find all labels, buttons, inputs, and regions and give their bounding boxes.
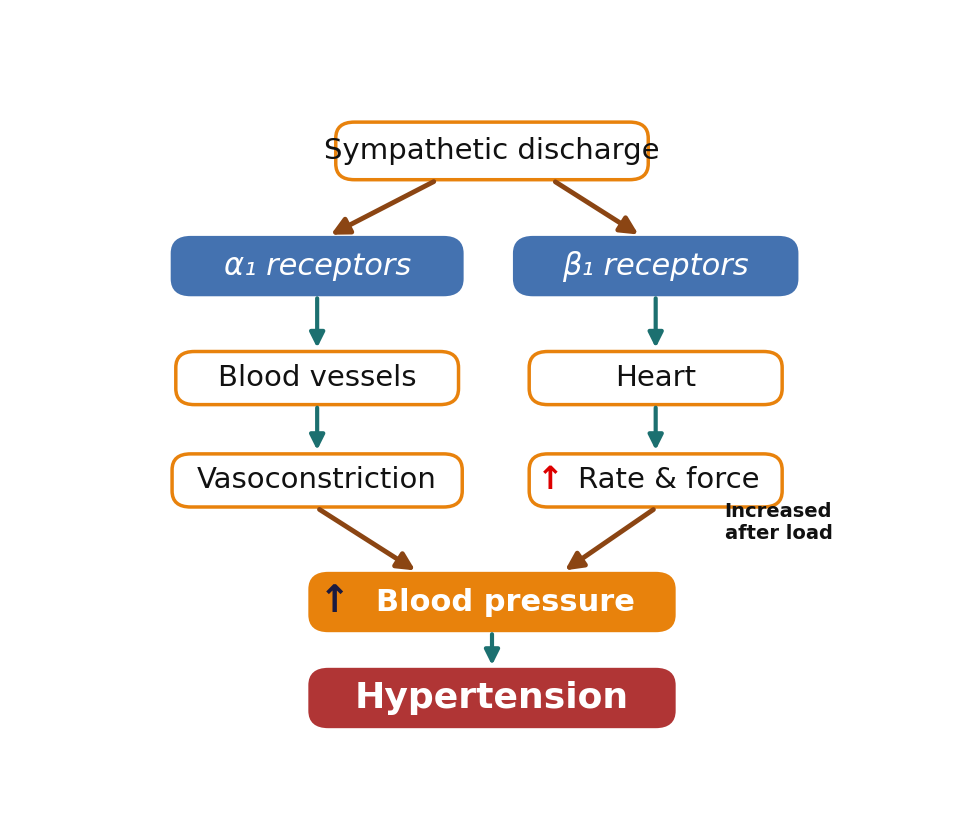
FancyBboxPatch shape [529,454,782,507]
FancyBboxPatch shape [172,238,463,295]
FancyBboxPatch shape [529,352,782,405]
Text: Blood vessels: Blood vessels [218,364,417,392]
Text: Hypertension: Hypertension [355,681,629,715]
Text: Vasoconstriction: Vasoconstriction [197,466,437,494]
FancyBboxPatch shape [310,573,674,631]
Text: Rate & force: Rate & force [578,466,759,494]
Text: Blood pressure: Blood pressure [376,588,635,617]
FancyBboxPatch shape [515,238,797,295]
Text: Heart: Heart [615,364,696,392]
FancyBboxPatch shape [336,122,648,179]
Text: Increased
after load: Increased after load [725,502,832,543]
FancyBboxPatch shape [176,352,459,405]
Text: α₁ receptors: α₁ receptors [224,252,411,281]
Text: Sympathetic discharge: Sympathetic discharge [324,137,660,165]
Text: β₁ receptors: β₁ receptors [563,251,749,282]
FancyBboxPatch shape [310,669,674,727]
Text: ↑: ↑ [537,465,564,496]
Text: ↑: ↑ [319,584,350,620]
FancyBboxPatch shape [172,454,463,507]
